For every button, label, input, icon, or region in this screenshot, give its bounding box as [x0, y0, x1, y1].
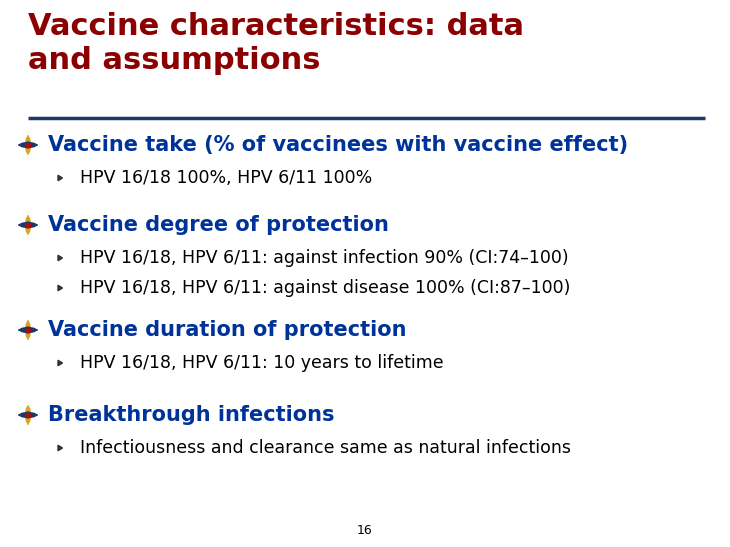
Polygon shape	[18, 142, 38, 148]
Text: Breakthrough infections: Breakthrough infections	[48, 405, 334, 425]
Polygon shape	[25, 405, 31, 424]
Polygon shape	[18, 412, 38, 418]
Polygon shape	[58, 175, 63, 181]
Polygon shape	[25, 321, 31, 340]
Polygon shape	[25, 216, 31, 235]
Polygon shape	[18, 327, 38, 333]
Text: Vaccine degree of protection: Vaccine degree of protection	[48, 215, 389, 235]
Polygon shape	[58, 255, 63, 261]
Text: HPV 16/18, HPV 6/11: against infection 90% (CI:74–100): HPV 16/18, HPV 6/11: against infection 9…	[80, 249, 569, 267]
Polygon shape	[58, 445, 63, 451]
Polygon shape	[18, 222, 38, 228]
Text: Vaccine take (% of vaccinees with vaccine effect): Vaccine take (% of vaccinees with vaccin…	[48, 135, 628, 155]
Text: Infectiousness and clearance same as natural infections: Infectiousness and clearance same as nat…	[80, 439, 571, 457]
Polygon shape	[58, 285, 63, 291]
Text: HPV 16/18, HPV 6/11: 10 years to lifetime: HPV 16/18, HPV 6/11: 10 years to lifetim…	[80, 354, 444, 372]
Polygon shape	[58, 360, 63, 366]
Text: Vaccine characteristics: data
and assumptions: Vaccine characteristics: data and assump…	[28, 12, 524, 74]
Text: 16: 16	[357, 523, 373, 537]
Text: HPV 16/18, HPV 6/11: against disease 100% (CI:87–100): HPV 16/18, HPV 6/11: against disease 100…	[80, 279, 570, 297]
Text: Vaccine duration of protection: Vaccine duration of protection	[48, 320, 407, 340]
Text: HPV 16/18 100%, HPV 6/11 100%: HPV 16/18 100%, HPV 6/11 100%	[80, 169, 372, 187]
Polygon shape	[25, 136, 31, 155]
